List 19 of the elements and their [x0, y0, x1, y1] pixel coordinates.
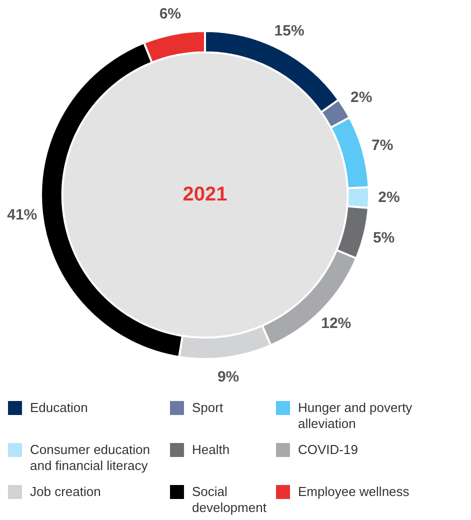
- legend-label: Social development: [192, 484, 268, 516]
- legend-label: Health: [192, 442, 230, 458]
- data-label: 41%: [7, 206, 38, 224]
- data-label: 2%: [378, 189, 400, 206]
- data-label: 7%: [372, 137, 394, 154]
- legend-label: Hunger and poverty alleviation: [298, 400, 414, 432]
- legend-label: Job creation: [30, 484, 101, 500]
- legend-label: Sport: [192, 400, 224, 416]
- data-label: 5%: [372, 230, 395, 247]
- data-label: 2%: [350, 89, 372, 106]
- data-label: 6%: [159, 5, 182, 22]
- data-label: 15%: [274, 22, 304, 40]
- data-label: 9%: [217, 368, 240, 386]
- data-label: 12%: [321, 315, 352, 332]
- text: 2021: [182, 184, 228, 206]
- legend-label: Education: [30, 400, 88, 416]
- legend-label: Employee wellness: [298, 484, 410, 500]
- legend-label: COVID-19: [298, 442, 358, 458]
- legend-label: Consumer education and financial literacy: [30, 442, 151, 474]
